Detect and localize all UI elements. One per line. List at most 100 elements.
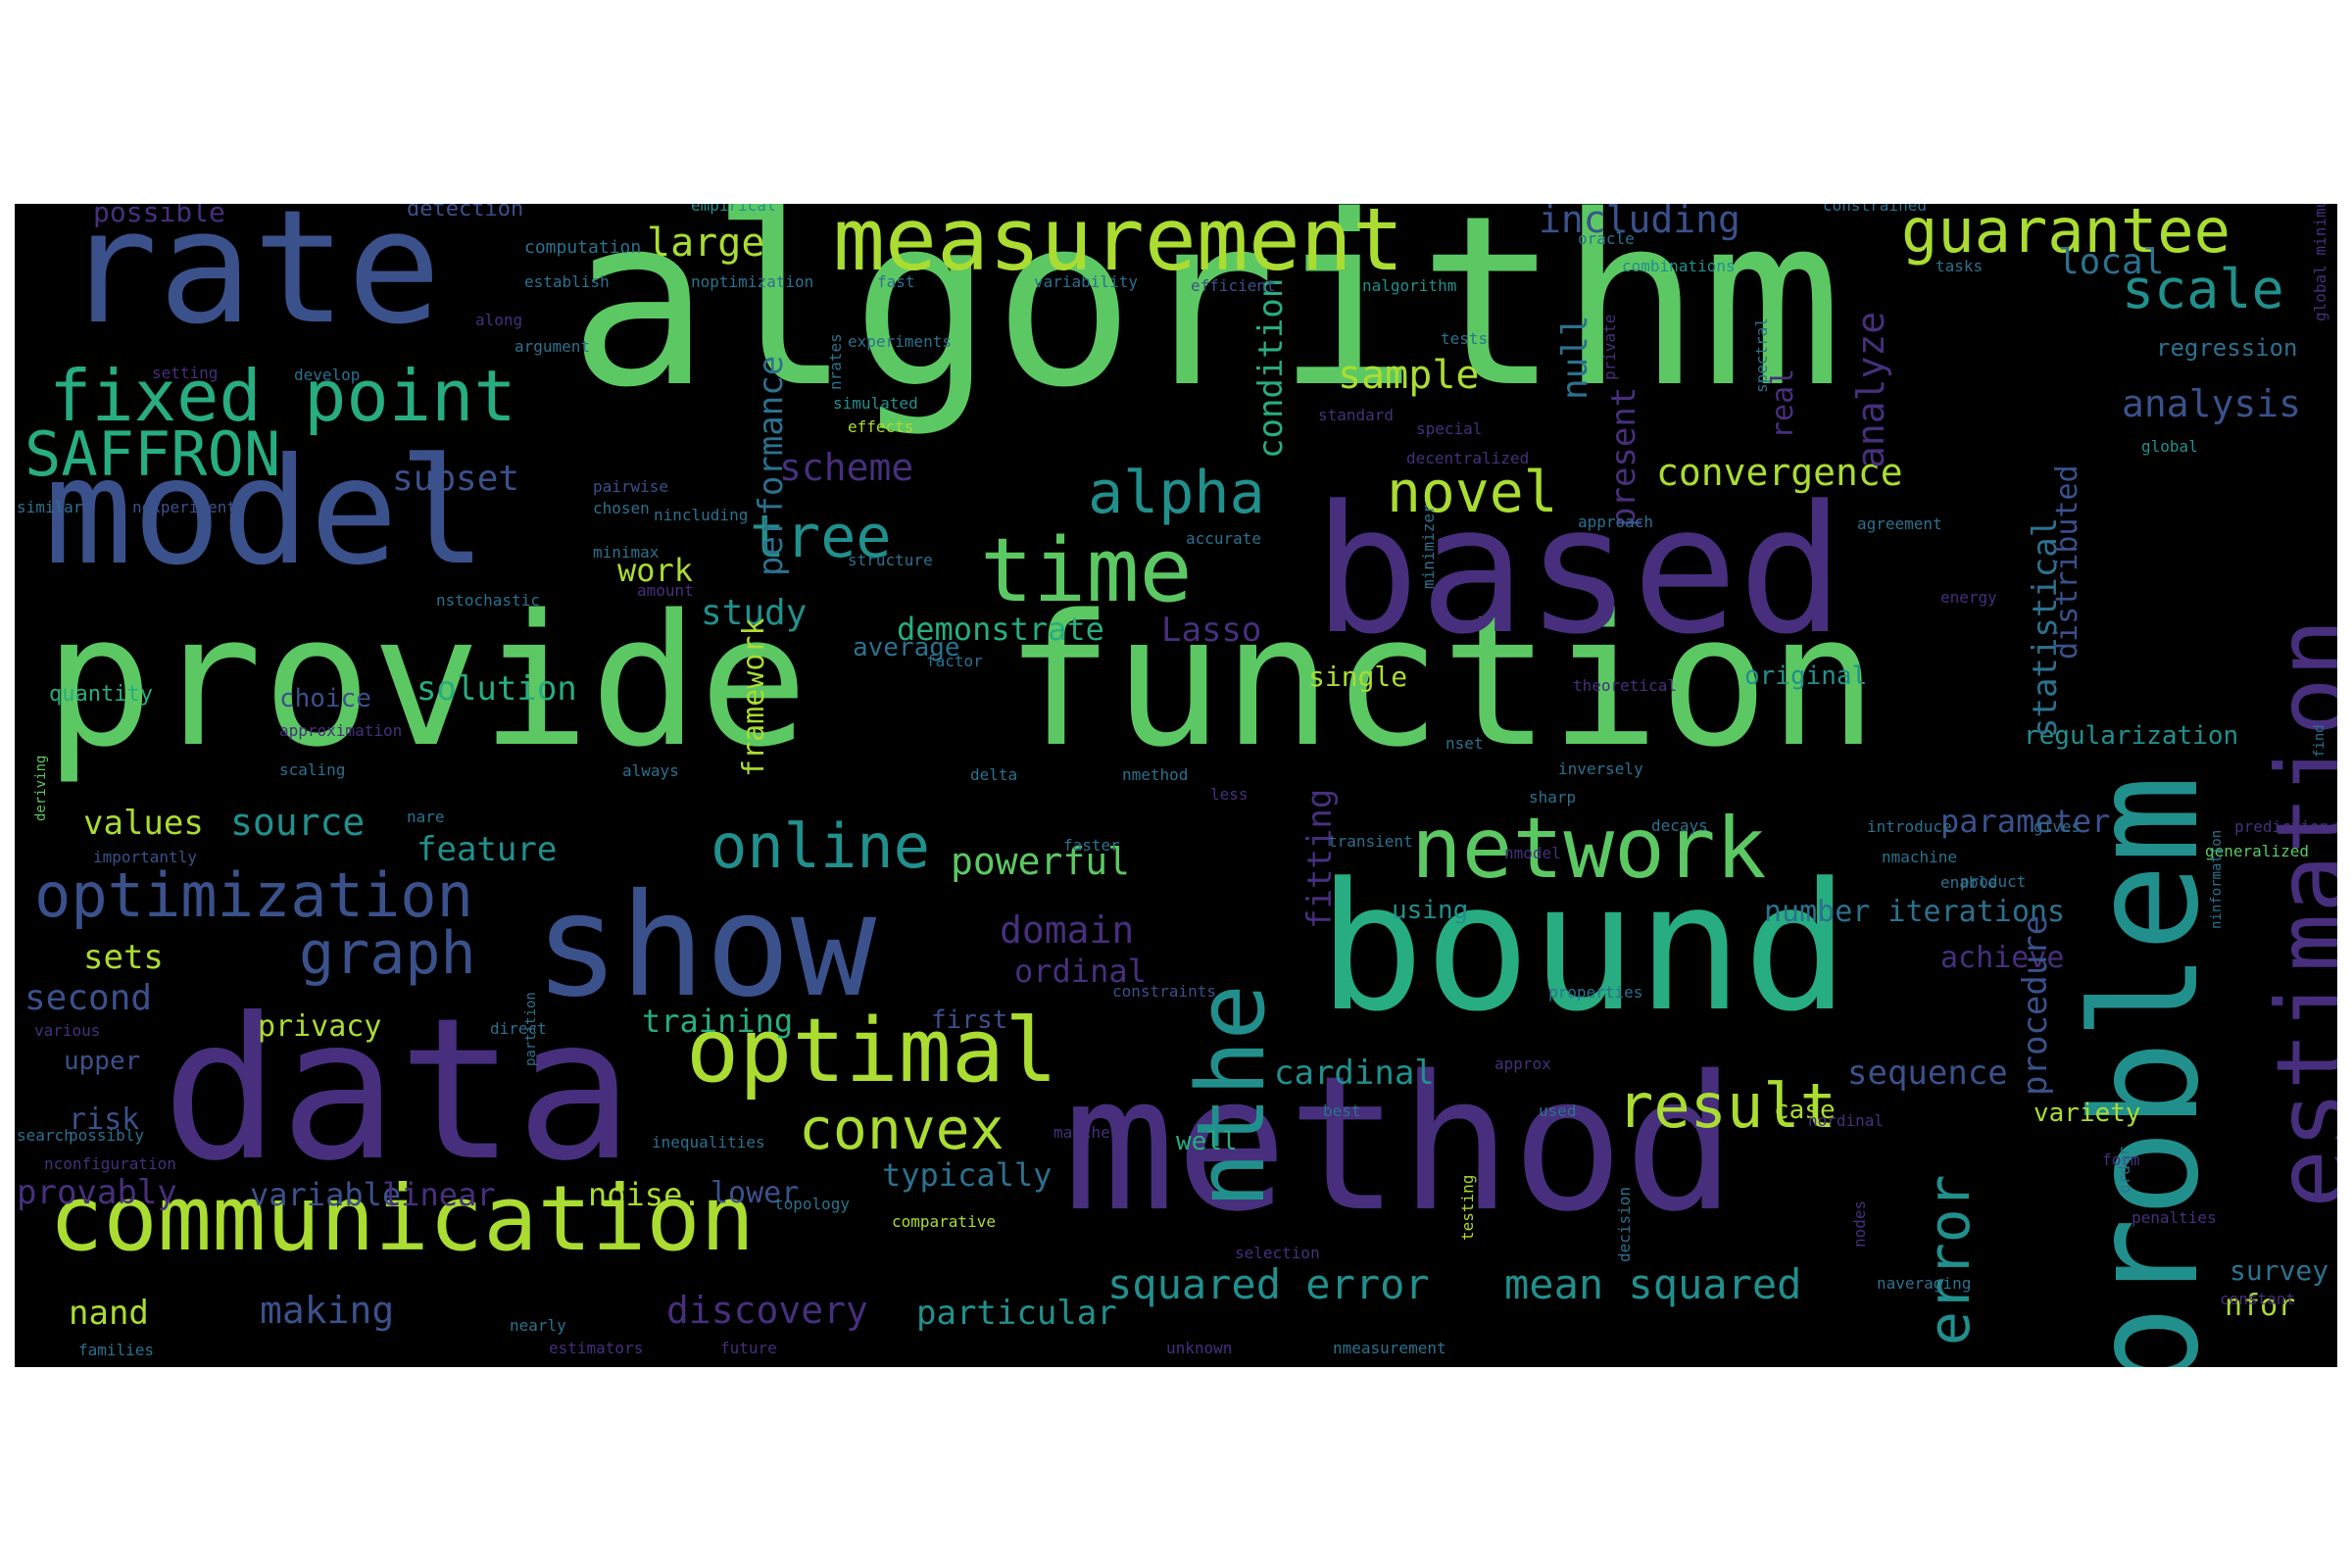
word-cloud-word: lower — [710, 1176, 800, 1210]
word-cloud-word: second — [24, 978, 153, 1018]
word-cloud-word: graph — [299, 919, 476, 988]
word-cloud-word: nodes — [1850, 1200, 1869, 1248]
word-cloud-word: provide — [44, 575, 808, 787]
word-cloud-word: accurate — [1186, 529, 1262, 548]
word-cloud-word: analyze — [1849, 311, 1892, 468]
word-cloud-word: parameter — [1940, 803, 2111, 840]
word-cloud-word: problem — [2061, 774, 2231, 1367]
word-cloud-word: cardinal — [1274, 1054, 1435, 1093]
word-cloud-word: generalized — [2205, 842, 2309, 860]
word-cloud-word: number iterations — [1764, 895, 2066, 929]
word-cloud-word: variety — [2034, 1099, 2141, 1128]
word-cloud-word: survey — [2230, 1254, 2329, 1287]
word-cloud-word: chosen — [593, 499, 650, 517]
word-cloud-word: null — [1555, 315, 1595, 400]
word-cloud-word: model — [44, 427, 487, 598]
word-cloud-word: nexperiments — [132, 498, 246, 516]
word-cloud-word: discovery — [666, 1289, 868, 1332]
word-cloud-word: computation — [524, 237, 642, 258]
word-cloud-word: penalties — [2132, 1208, 2217, 1227]
word-cloud-word: result — [1617, 1070, 1837, 1142]
word-cloud-word: gives — [2034, 817, 2082, 836]
word-cloud-word: function — [1004, 575, 1879, 787]
word-cloud-word: energy — [1940, 588, 1997, 607]
word-cloud-word: typically — [882, 1156, 1053, 1194]
word-cloud-word: structure — [848, 551, 933, 569]
word-cloud-word: solution — [416, 669, 577, 709]
word-cloud-word: nincluding — [654, 506, 749, 524]
word-cloud-word: deriving — [33, 755, 49, 821]
word-cloud-word: nand — [69, 1294, 149, 1333]
word-cloud-word: unknown — [1166, 1339, 1233, 1357]
word-cloud-word: constrained — [1823, 204, 1927, 215]
word-cloud-word: oracle — [1578, 229, 1635, 248]
word-cloud-word: testing — [1458, 1174, 1477, 1241]
word-cloud-word: nearly — [510, 1316, 566, 1335]
word-cloud-word: experiments — [848, 332, 952, 351]
word-cloud-word: nstochastic — [436, 591, 540, 610]
word-cloud-word: form — [2102, 1151, 2140, 1169]
word-cloud-word: error — [1916, 1174, 1983, 1346]
word-cloud-word: bound — [1318, 846, 1849, 1051]
word-cloud-word: choice — [279, 684, 371, 713]
word-cloud-word: method — [1063, 1036, 1737, 1252]
word-cloud-word: nare — [407, 808, 445, 826]
word-cloud-word: show — [534, 863, 877, 1029]
word-cloud-word: fast — [877, 272, 915, 291]
word-cloud-word: possibly — [69, 1126, 145, 1145]
word-cloud-word: distributed — [2050, 465, 2084, 660]
word-cloud-word: sequence — [1847, 1054, 2008, 1093]
word-cloud-word: large — [647, 220, 765, 266]
word-cloud-word: analysis — [2122, 382, 2302, 425]
word-cloud-word: optimization — [34, 859, 473, 931]
word-cloud-word: nmodel — [1504, 844, 1561, 862]
word-cloud-word: scale — [2122, 258, 2284, 320]
word-cloud-word: nordinal — [1808, 1111, 1885, 1130]
word-cloud-word: nmeasurement — [1333, 1339, 1446, 1357]
word-cloud-word: nrates — [826, 333, 845, 390]
word-cloud-word: used — [1539, 1102, 1577, 1120]
word-cloud-word: squared error — [1107, 1260, 1430, 1308]
word-cloud-word: regression — [2156, 334, 2298, 362]
word-cloud-word: Lasso — [1161, 611, 1262, 650]
word-cloud-word: transient — [1328, 832, 1413, 851]
word-cloud-word: faster — [1063, 836, 1120, 855]
word-cloud-word: nconfiguration — [44, 1154, 176, 1173]
word-cloud-word: demonstrate — [897, 611, 1104, 648]
word-cloud-word: pairwise — [593, 477, 669, 496]
word-cloud-word: using — [1392, 896, 1469, 925]
word-cloud-word: selection — [1235, 1244, 1320, 1262]
word-cloud-word: matches — [1054, 1123, 1120, 1142]
word-cloud-word: nmachine — [1882, 848, 1958, 866]
word-cloud-word: online — [710, 810, 930, 882]
word-cloud-word: sharp — [1529, 788, 1577, 807]
word-cloud-word: argument — [514, 337, 591, 356]
word-cloud-word: order — [2115, 1146, 2133, 1194]
word-cloud-word: provably — [17, 1173, 177, 1212]
word-cloud-word: novel — [1387, 459, 1558, 525]
word-cloud-word: scheme — [779, 446, 914, 489]
word-cloud-word: future — [720, 1339, 777, 1357]
word-cloud-word: real — [1766, 368, 1800, 439]
word-cloud-word: amount — [637, 581, 694, 600]
word-cloud-word: nfor — [2225, 1289, 2296, 1323]
word-cloud-word: variable — [250, 1176, 402, 1213]
word-cloud-word: present — [1604, 386, 1643, 527]
word-cloud-word: average — [853, 633, 960, 662]
word-cloud: algorithm provide function method based probl… — [15, 204, 2337, 1367]
word-cloud-word: best — [1323, 1102, 1361, 1120]
word-cloud-word: values — [83, 804, 204, 843]
word-cloud-word: linear — [382, 1176, 496, 1213]
word-cloud-word: detection — [407, 204, 524, 221]
word-cloud-word: SAFFRON — [24, 418, 281, 490]
word-cloud-word: alpha — [1088, 459, 1265, 527]
word-cloud-word: approx — [1494, 1054, 1551, 1073]
word-cloud-word: single — [1308, 661, 1408, 693]
word-cloud-word: subset — [392, 459, 520, 499]
word-cloud-word: framework — [737, 617, 771, 777]
word-cloud-word: global — [2141, 437, 2198, 456]
word-cloud-word: local — [2058, 242, 2165, 282]
word-cloud-word: nset — [1446, 734, 1484, 753]
word-cloud-word: condition — [1251, 277, 1291, 459]
word-cloud-word: factor — [926, 652, 983, 670]
